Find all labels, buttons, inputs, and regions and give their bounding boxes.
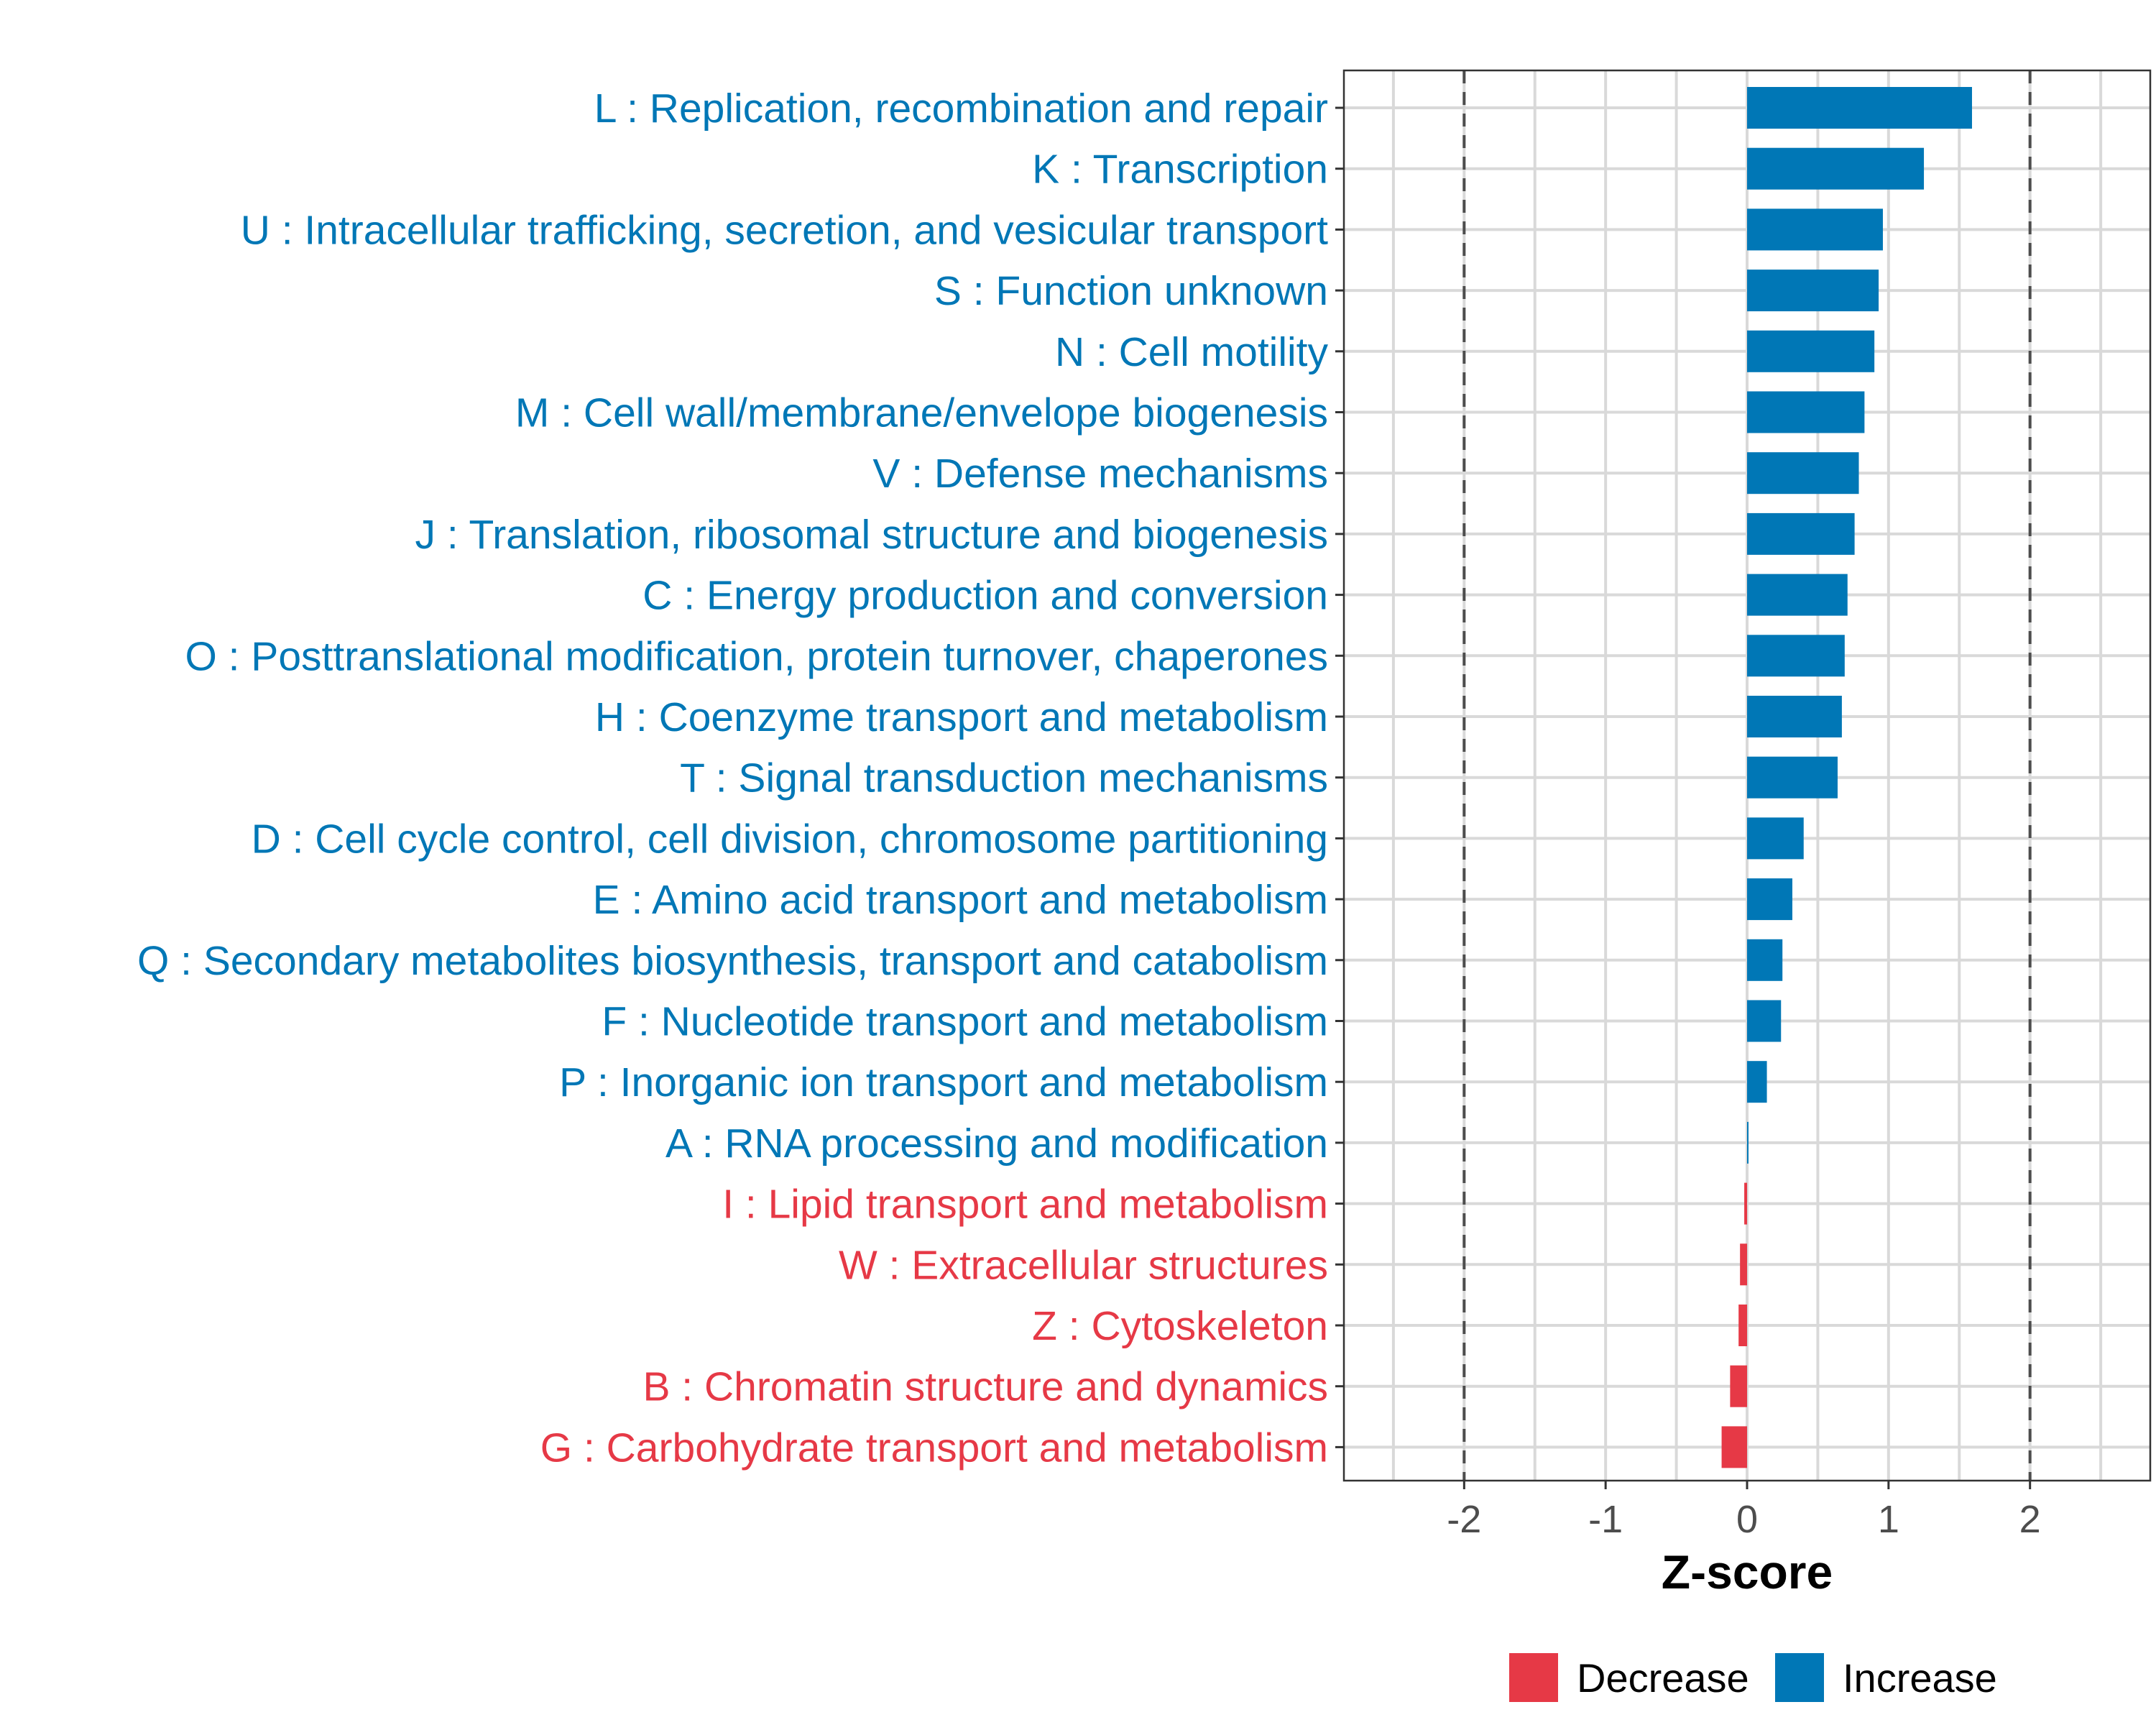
- x-tick-label: 2: [2019, 1498, 2041, 1541]
- bar: [1747, 147, 1925, 190]
- legend-swatch: [1509, 1653, 1558, 1702]
- bar: [1747, 1000, 1782, 1042]
- category-label: O : Posttranslational modification, prot…: [185, 633, 1328, 679]
- category-label: C : Energy production and conversion: [642, 573, 1328, 619]
- x-tick-label: -2: [1447, 1498, 1481, 1541]
- bar: [1747, 452, 1859, 494]
- category-label: W : Extracellular structures: [839, 1242, 1328, 1288]
- category-label: K : Transcription: [1032, 147, 1328, 193]
- bar: [1738, 1305, 1747, 1346]
- category-label: F : Nucleotide transport and metabolism: [602, 999, 1328, 1045]
- category-label: M : Cell wall/membrane/envelope biogenes…: [515, 390, 1328, 436]
- bar: [1747, 696, 1842, 737]
- legend-swatch: [1775, 1653, 1824, 1702]
- category-label: E : Amino acid transport and metabolism: [593, 877, 1328, 923]
- category-label: P : Inorganic ion transport and metaboli…: [559, 1059, 1328, 1105]
- bar: [1747, 574, 1848, 616]
- bar: [1747, 878, 1792, 921]
- legend-label: Decrease: [1577, 1655, 1749, 1701]
- x-axis-ticks: -2 -1 0 1 2: [1447, 1481, 2041, 1541]
- bar: [1747, 330, 1875, 372]
- bar: [1747, 1061, 1767, 1103]
- bar: [1747, 1121, 1749, 1164]
- category-label: A : RNA processing and modification: [665, 1121, 1328, 1167]
- bar: [1747, 756, 1838, 799]
- legend: Decrease Increase: [1509, 1653, 1997, 1702]
- category-label: G : Carbohydrate transport and metabolis…: [540, 1425, 1328, 1471]
- category-label: N : Cell motility: [1055, 329, 1329, 375]
- bar: [1747, 87, 1972, 129]
- x-tick-label: 1: [1878, 1498, 1899, 1541]
- bar: [1730, 1365, 1747, 1407]
- x-tick-label: 0: [1736, 1498, 1758, 1541]
- category-label: I : Lipid transport and metabolism: [722, 1182, 1328, 1228]
- bar: [1747, 208, 1883, 251]
- category-label: Q : Secondary metabolites biosynthesis, …: [137, 938, 1328, 984]
- category-label: J : Translation, ribosomal structure and…: [415, 512, 1328, 558]
- category-label: H : Coenzyme transport and metabolism: [595, 694, 1328, 740]
- category-label: D : Cell cycle control, cell division, c…: [252, 816, 1328, 862]
- category-label: V : Defense mechanisms: [872, 451, 1328, 497]
- bar: [1740, 1243, 1747, 1286]
- bar: [1744, 1182, 1747, 1225]
- bars: [1721, 87, 1972, 1468]
- bar: [1747, 817, 1804, 860]
- category-label: Z : Cytoskeleton: [1032, 1303, 1328, 1349]
- x-axis-title: Z-score: [1662, 1545, 1833, 1598]
- category-label: S : Function unknown: [934, 268, 1328, 314]
- bar: [1747, 939, 1783, 981]
- bar: [1747, 635, 1845, 677]
- bar: [1747, 270, 1879, 312]
- reference-lines: [1462, 70, 2032, 1481]
- category-labels: L : Replication, recombination and repai…: [137, 86, 1329, 1471]
- y-axis-ticks: [1335, 106, 1344, 1448]
- category-label: B : Chromatin structure and dynamics: [642, 1364, 1328, 1410]
- x-tick-label: -1: [1588, 1498, 1623, 1541]
- bar: [1721, 1426, 1747, 1468]
- category-label: L : Replication, recombination and repai…: [594, 86, 1328, 132]
- category-label: T : Signal transduction mechanisms: [680, 755, 1328, 801]
- category-label: U : Intracellular trafficking, secretion…: [241, 207, 1328, 253]
- bar: [1747, 391, 1865, 433]
- bar: [1747, 512, 1855, 555]
- legend-label: Increase: [1843, 1655, 1997, 1701]
